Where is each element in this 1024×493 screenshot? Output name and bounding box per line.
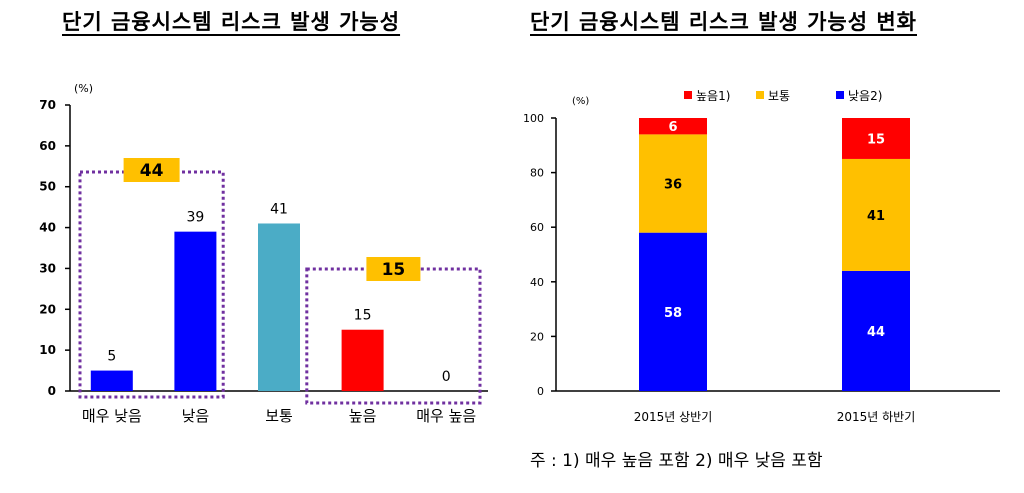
right-legend-label: 낮음2) xyxy=(848,89,882,103)
left-group-label-box xyxy=(366,257,421,281)
left-bar xyxy=(341,329,384,391)
right-y-tick-label: 0 xyxy=(537,385,544,398)
right-segment-value-label: 36 xyxy=(664,178,682,193)
left-bar-value-label: 39 xyxy=(186,210,204,226)
left-y-tick-label: 30 xyxy=(39,261,56,275)
left-y-tick-label: 10 xyxy=(39,343,56,357)
left-bar xyxy=(258,223,300,391)
right-stacked-segment xyxy=(842,158,910,271)
left-chart: (%) 0 10 20 30 40 50 60 70 5 매우 낮음 39 낮음 41 보통 15 높음 0 매우 … xyxy=(39,82,488,425)
left-category-label: 높음 xyxy=(349,407,377,425)
footnote: 주 : 1) 매우 높음 포함 2) 매우 낮음 포함 xyxy=(530,451,823,471)
left-group-label-box xyxy=(123,158,180,182)
right-stacked-segment xyxy=(842,118,910,159)
right-legend-label: 높음1) xyxy=(696,89,730,103)
right-stacked-segment xyxy=(639,232,707,391)
left-y-tick-label: 0 xyxy=(48,384,56,398)
left-category-label: 낮음 xyxy=(182,407,210,425)
left-y-tick-label: 60 xyxy=(39,139,56,153)
left-bar-value-label: 41 xyxy=(270,201,288,217)
right-category-label: 2015년 하반기 xyxy=(837,410,916,424)
right-legend-label: 보통 xyxy=(768,89,790,103)
left-y-tick-label: 70 xyxy=(39,98,56,112)
left-y-tick-label: 40 xyxy=(39,221,56,235)
right-y-tick-label: 80 xyxy=(530,167,544,180)
right-y-tick-label: 100 xyxy=(523,112,544,125)
left-category-label: 매우 높음 xyxy=(416,407,476,425)
right-segment-value-label: 6 xyxy=(668,120,677,135)
left-bar-value-label: 0 xyxy=(442,369,451,385)
right-chart-title: 단기 금융시스템 리스크 발생 가능성 변화 xyxy=(530,10,917,34)
right-stacked-segment xyxy=(639,118,707,135)
right-stacked-segment xyxy=(639,134,707,233)
right-legend-swatch xyxy=(836,91,844,99)
left-bar xyxy=(90,370,133,391)
left-bar-value-label: 5 xyxy=(107,349,116,365)
left-group-box-high xyxy=(305,267,482,405)
left-bar-value-label: 15 xyxy=(354,308,372,324)
left-category-label: 보통 xyxy=(265,407,293,425)
left-y-tick-label: 20 xyxy=(39,302,56,316)
right-legend-swatch xyxy=(684,91,692,99)
left-group-box-low xyxy=(78,170,225,399)
right-legend-swatch xyxy=(756,91,764,99)
right-stacked-segment xyxy=(842,270,910,391)
left-group-label-low: 44 xyxy=(140,161,164,181)
right-category-label: 2015년 상반기 xyxy=(634,410,713,424)
right-unit-label: (%) xyxy=(572,96,589,107)
left-group-label-high: 15 xyxy=(382,260,406,280)
left-category-label: 매우 낮음 xyxy=(82,407,142,425)
left-unit-label: (%) xyxy=(74,82,93,95)
right-y-tick-label: 20 xyxy=(530,330,544,343)
right-y-tick-label: 60 xyxy=(530,221,544,234)
left-chart-title: 단기 금융시스템 리스크 발생 가능성 xyxy=(62,10,401,34)
right-segment-value-label: 41 xyxy=(867,209,885,224)
right-y-tick-label: 40 xyxy=(530,276,544,289)
left-y-tick-label: 50 xyxy=(39,180,56,194)
right-segment-value-label: 44 xyxy=(867,325,885,340)
right-segment-value-label: 58 xyxy=(664,306,682,321)
right-chart: (%) 0 20 40 60 80 100 58 36 6 2015년 상반기 44 41 15 2015년… xyxy=(523,89,1000,424)
right-segment-value-label: 15 xyxy=(867,132,885,147)
left-bar xyxy=(174,231,217,391)
